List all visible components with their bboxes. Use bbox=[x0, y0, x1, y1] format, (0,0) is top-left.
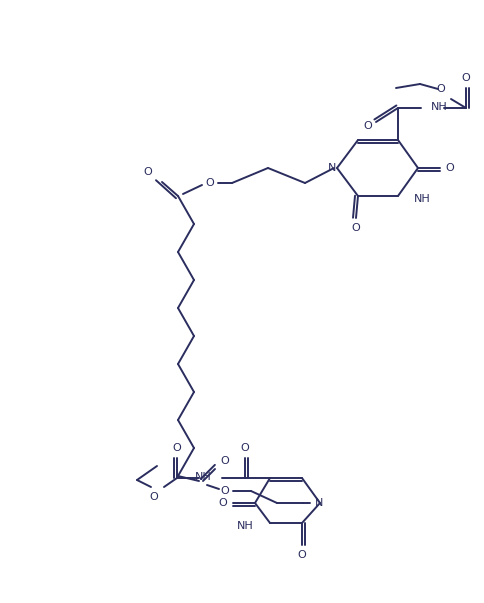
Text: O: O bbox=[363, 121, 372, 131]
Text: NH: NH bbox=[413, 194, 430, 204]
Text: O: O bbox=[143, 167, 152, 177]
Text: O: O bbox=[172, 443, 181, 453]
Text: O: O bbox=[218, 498, 227, 508]
Text: O: O bbox=[351, 223, 360, 233]
Text: O: O bbox=[240, 443, 249, 453]
Text: N: N bbox=[327, 163, 335, 173]
Text: NH: NH bbox=[195, 472, 212, 482]
Text: O: O bbox=[436, 84, 444, 94]
Text: O: O bbox=[445, 163, 454, 173]
Text: NH: NH bbox=[430, 102, 447, 112]
Text: O: O bbox=[150, 492, 158, 502]
Text: O: O bbox=[297, 550, 306, 560]
Text: O: O bbox=[461, 73, 469, 83]
Text: O: O bbox=[220, 456, 229, 466]
Text: NH: NH bbox=[237, 521, 254, 531]
Text: N: N bbox=[314, 498, 323, 508]
Text: O: O bbox=[205, 178, 214, 188]
Text: O: O bbox=[220, 486, 229, 496]
